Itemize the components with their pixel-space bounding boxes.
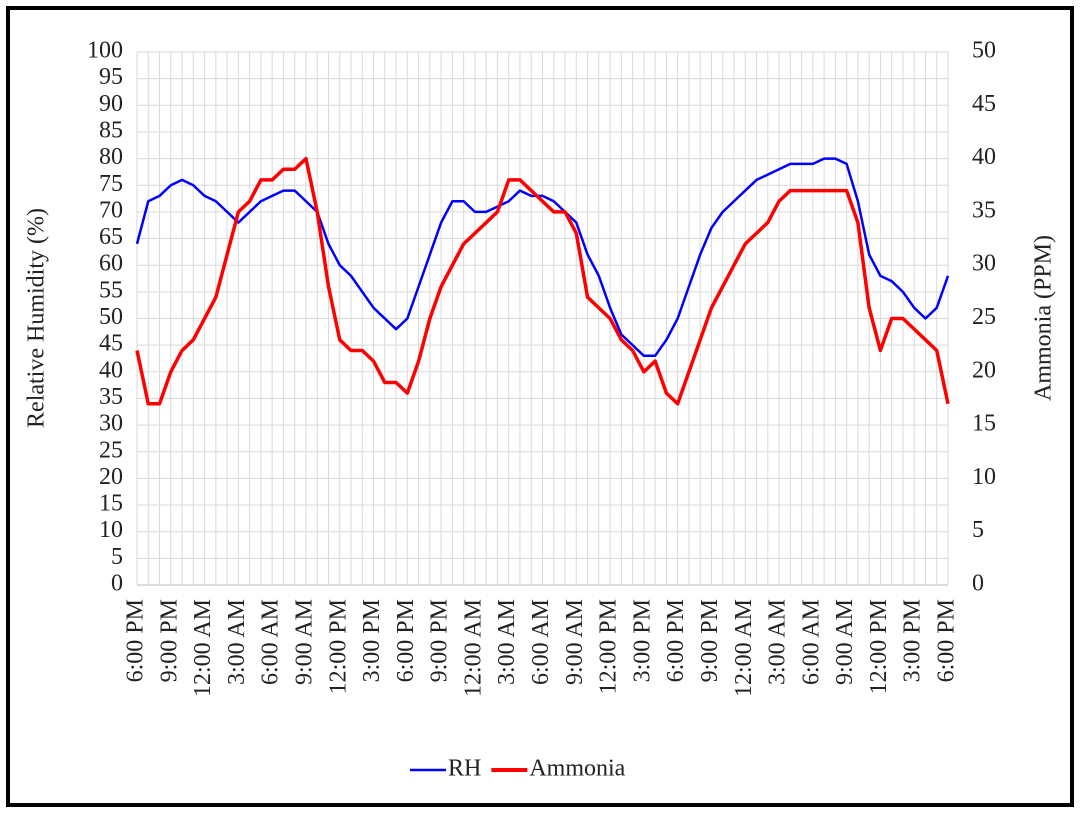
x-tick-label: 3:00 AM <box>765 599 791 685</box>
y2-tick-label: 5 <box>972 517 984 543</box>
x-tick-label: 12:00 PM <box>596 599 622 694</box>
frame <box>6 6 1074 807</box>
legend-label: Ammonia <box>529 756 625 782</box>
y-tick-label: 40 <box>99 357 123 383</box>
y-tick-label: 25 <box>99 437 123 463</box>
y2-tick-label: 45 <box>972 91 996 117</box>
y-tick-label: 15 <box>99 491 123 517</box>
y-tick-label: 65 <box>99 224 123 250</box>
y2-tick-label: 25 <box>972 304 996 330</box>
x-tick-label: 9:00 AM <box>562 599 588 685</box>
x-tick-label: 9:00 PM <box>697 599 723 682</box>
line-series <box>135 157 950 358</box>
x-tick-label: 6:00 AM <box>528 599 554 685</box>
y-tick-label: 50 <box>99 304 123 330</box>
x-tick-label: 6:00 PM <box>934 599 960 682</box>
y-tick-label: 80 <box>99 144 123 170</box>
x-tick-label: 6:00 PM <box>663 599 689 682</box>
x-tick-label: 3:00 AM <box>224 599 250 685</box>
x-tick-label: 12:00 AM <box>190 599 216 697</box>
y-tick-label: 90 <box>99 91 123 117</box>
y2-axis-title: Ammonia (PPM) <box>1031 235 1057 401</box>
y-tick-label: 20 <box>99 464 123 490</box>
x-tick-label: 3:00 PM <box>900 599 926 682</box>
y-tick-label: 10 <box>99 517 123 543</box>
y-tick-label: 55 <box>99 277 123 303</box>
y-tick-label: 35 <box>99 384 123 410</box>
x-tick-label: 9:00 AM <box>832 599 858 685</box>
line-series <box>135 156 950 406</box>
x-tick-label: 9:00 PM <box>156 599 182 682</box>
y2-tick-label: 35 <box>972 197 996 223</box>
y-tick-label: 95 <box>99 64 123 90</box>
y2-tick-label: 50 <box>972 38 996 64</box>
x-tick-label: 3:00 AM <box>494 599 520 685</box>
y-tick-label: 100 <box>87 38 123 64</box>
x-tick-label: 6:00 AM <box>258 599 284 685</box>
y-tick-label: 0 <box>111 571 123 597</box>
x-tick-label: 6:00 PM <box>123 599 149 682</box>
y2-tick-label: 40 <box>972 144 996 170</box>
x-tick-label: 12:00 AM <box>731 599 757 697</box>
y-axis-title: Relative Humidity (%) <box>24 208 50 428</box>
y2-tick-label: 15 <box>972 411 996 437</box>
y-tick-label: 75 <box>99 171 123 197</box>
y2-tick-label: 30 <box>972 251 996 277</box>
y-tick-label: 60 <box>99 251 123 277</box>
x-tick-label: 3:00 PM <box>359 599 385 682</box>
y-tick-label: 85 <box>99 117 123 143</box>
y2-tick-label: 0 <box>972 571 984 597</box>
y-tick-label: 30 <box>99 411 123 437</box>
x-tick-label: 6:00 AM <box>798 599 824 685</box>
y-tick-label: 70 <box>99 197 123 223</box>
y-tick-label: 45 <box>99 331 123 357</box>
x-tick-label: 9:00 PM <box>427 599 453 682</box>
x-tick-label: 12:00 PM <box>866 599 892 694</box>
y2-tick-label: 20 <box>972 357 996 383</box>
x-tick-label: 9:00 AM <box>291 599 317 685</box>
legend-label: RH <box>448 756 481 782</box>
x-tick-label: 12:00 AM <box>460 599 486 697</box>
y2-tick-label: 10 <box>972 464 996 490</box>
x-tick-label: 12:00 PM <box>325 599 351 694</box>
x-tick-label: 3:00 PM <box>629 599 655 682</box>
y-tick-label: 5 <box>111 544 123 570</box>
x-tick-label: 6:00 PM <box>393 599 419 682</box>
